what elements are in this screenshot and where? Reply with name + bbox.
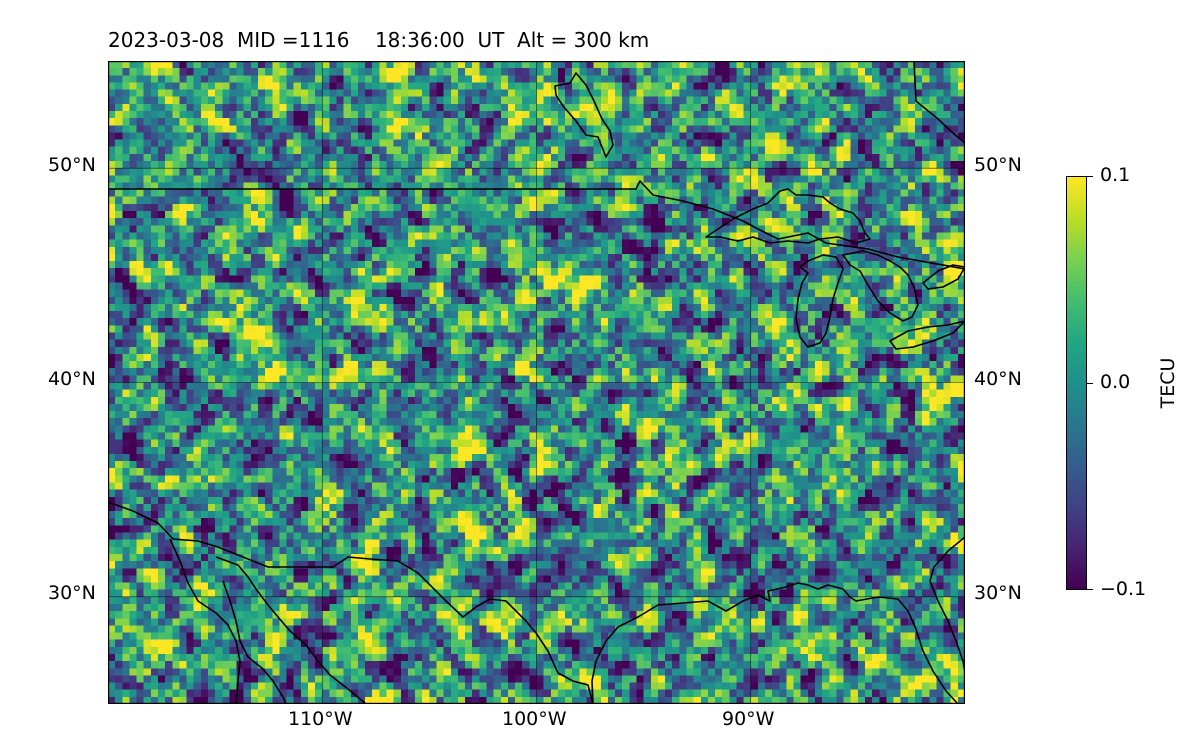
lake-michigan	[795, 254, 844, 348]
colorbar-title: TECU	[1157, 357, 1179, 409]
baja-california	[169, 538, 241, 704]
us-mexico-border	[108, 501, 594, 704]
sonora-coast	[215, 556, 367, 704]
map-title: 2023-03-08 MID =1116 18:36:00 UT Alt = 3…	[108, 28, 650, 52]
lon-label-110w: 110°W	[288, 708, 353, 730]
colorbar-tick-bottom	[1087, 589, 1093, 590]
lon-label-90w: 90°W	[722, 708, 775, 730]
atlantic-coast	[929, 536, 965, 674]
map-overlay	[108, 61, 965, 704]
lat-label-right-30: 30°N	[974, 582, 1022, 604]
colorbar-label-min: −0.1	[1100, 578, 1147, 600]
lake-outline	[554, 72, 614, 158]
lat-label-right-50: 50°N	[974, 154, 1022, 176]
gulf-coast	[591, 582, 959, 704]
gridlines	[108, 61, 965, 704]
colorbar-label-max: 0.1	[1100, 164, 1131, 186]
colorbar	[1066, 176, 1087, 590]
colorbar-label-zero: 0.0	[1100, 371, 1131, 393]
gulf-of-california	[222, 580, 287, 704]
colorbar-tick-mid	[1087, 383, 1093, 384]
lake-ontario	[922, 264, 965, 290]
lake-superior	[705, 188, 871, 244]
lat-label-left-40: 40°N	[48, 368, 96, 390]
tec-map	[108, 61, 965, 704]
lat-label-right-40: 40°N	[974, 368, 1022, 390]
lon-label-100w: 100°W	[502, 708, 567, 730]
lake-huron	[842, 250, 919, 322]
hudson-bay-coast	[913, 61, 965, 144]
lat-label-left-50: 50°N	[48, 154, 96, 176]
lat-label-left-30: 30°N	[48, 582, 96, 604]
coastlines-and-borders	[108, 61, 965, 704]
colorbar-tick-top	[1087, 176, 1093, 177]
map-frame	[108, 61, 965, 704]
lake-erie	[889, 320, 965, 350]
